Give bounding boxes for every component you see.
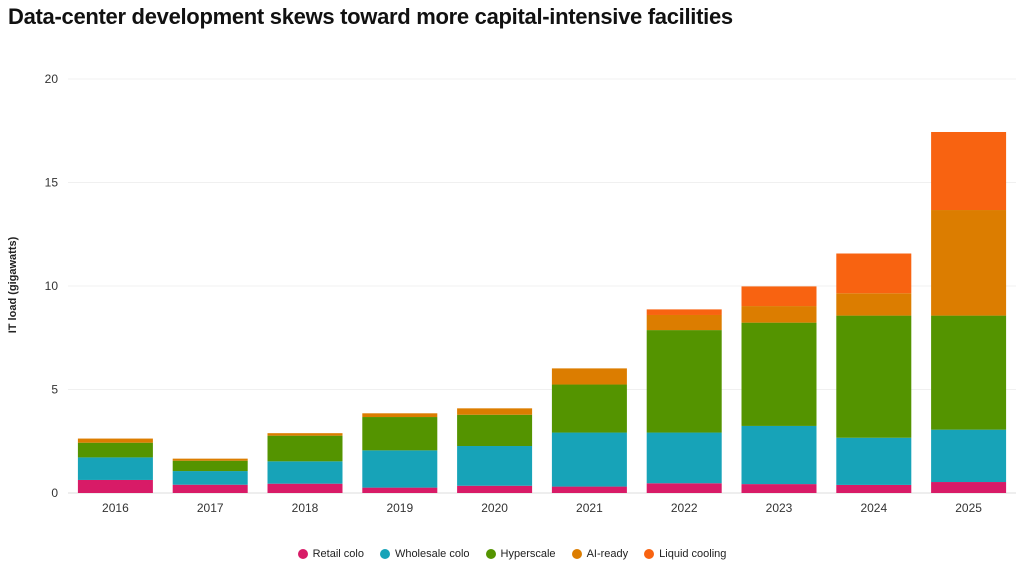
legend-swatch [644, 549, 655, 559]
bar-segment-wholesale-colo-2023 [741, 425, 817, 485]
bar-segment-hyperscale-2020 [457, 414, 533, 447]
legend-label: Retail colo [312, 548, 364, 560]
bar-segment-wholesale-colo-2021 [551, 432, 627, 487]
bar-segment-hyperscale-2016 [77, 442, 153, 458]
bar-segment-hyperscale-2022 [646, 330, 722, 433]
bar-segment-hyperscale-2017 [172, 460, 248, 472]
bar-segment-hyperscale-2018 [267, 435, 343, 462]
bar-segment-retail-colo-2021 [551, 486, 627, 493]
bar-segment-hyperscale-2023 [741, 322, 817, 426]
y-tick-label: 10 [45, 279, 59, 293]
bar-segment-retail-colo-2024 [836, 484, 912, 493]
x-tick-label: 2024 [860, 501, 887, 515]
bar-segment-wholesale-colo-2016 [77, 457, 153, 480]
y-tick-label: 0 [51, 486, 58, 500]
x-tick-label: 2023 [766, 501, 793, 515]
chart-title: Data-center development skews toward mor… [8, 4, 733, 29]
legend-label: AI-ready [586, 548, 629, 560]
bar-segment-hyperscale-2024 [836, 315, 912, 438]
legend-item[interactable]: AI-ready [571, 548, 629, 560]
bar-segment-ai-ready-2020 [457, 408, 533, 415]
bar-segment-wholesale-colo-2025 [931, 429, 1007, 483]
bar-segment-hyperscale-2019 [362, 417, 438, 451]
bar-segment-wholesale-colo-2018 [267, 461, 343, 484]
bar-segment-wholesale-colo-2017 [172, 471, 248, 485]
x-tick-label: 2016 [102, 501, 129, 515]
y-tick-label: 20 [45, 72, 59, 86]
bar-segment-liquid-cooling-2025 [931, 131, 1007, 211]
bar-segment-liquid-cooling-2024 [836, 253, 912, 294]
bar-segment-retail-colo-2020 [457, 485, 533, 493]
x-tick-label: 2025 [955, 501, 982, 515]
x-tick-label: 2019 [386, 501, 413, 515]
bar-segment-ai-ready-2024 [836, 293, 912, 316]
x-tick-label: 2022 [671, 501, 698, 515]
bar-segment-ai-ready-2019 [362, 413, 438, 418]
x-tick-label: 2021 [576, 501, 603, 515]
bar-segment-retail-colo-2022 [646, 483, 722, 493]
legend-swatch [297, 549, 308, 559]
bar-segment-retail-colo-2018 [267, 483, 343, 493]
legend-label: Wholesale colo [394, 548, 470, 560]
bar-segment-wholesale-colo-2022 [646, 432, 722, 484]
bar-segment-retail-colo-2017 [172, 484, 248, 493]
bar-segment-ai-ready-2022 [646, 314, 722, 331]
x-tick-label: 2018 [292, 501, 319, 515]
bar-segment-ai-ready-2017 [172, 458, 248, 461]
bar-segment-wholesale-colo-2019 [362, 450, 438, 488]
legend-item[interactable]: Retail colo [297, 548, 364, 560]
bar-segment-retail-colo-2016 [77, 479, 153, 493]
bar-segment-liquid-cooling-2022 [646, 309, 722, 315]
bar-segment-retail-colo-2023 [741, 484, 817, 493]
bar-segment-retail-colo-2019 [362, 487, 438, 493]
bar-segment-liquid-cooling-2023 [741, 286, 817, 307]
bar-segment-hyperscale-2025 [931, 315, 1007, 430]
bar-segment-ai-ready-2018 [267, 433, 343, 436]
legend-label: Hyperscale [500, 548, 556, 560]
y-tick-label: 15 [45, 176, 59, 190]
bar-segment-ai-ready-2025 [931, 210, 1007, 316]
bar-segment-ai-ready-2021 [551, 368, 627, 385]
bar-segment-hyperscale-2021 [551, 384, 627, 433]
legend-label: Liquid cooling [659, 548, 727, 560]
bar-segment-wholesale-colo-2024 [836, 437, 912, 485]
legend-swatch [485, 549, 496, 559]
bar-segment-ai-ready-2023 [741, 306, 817, 323]
legend: Retail colo Wholesale colo Hyperscale AI-re… [0, 548, 1024, 560]
legend-item[interactable]: Wholesale colo [379, 548, 470, 560]
y-tick-label: 5 [51, 383, 58, 397]
bar-segment-ai-ready-2016 [77, 438, 153, 443]
legend-swatch [379, 549, 390, 559]
bar-segment-retail-colo-2025 [931, 482, 1007, 493]
x-tick-label: 2017 [197, 501, 224, 515]
y-axis-label: IT load (gigawatts) [7, 236, 19, 333]
legend-item[interactable]: Hyperscale [485, 548, 556, 560]
x-tick-label: 2020 [481, 501, 508, 515]
legend-swatch [571, 549, 582, 559]
legend-item[interactable]: Liquid cooling [644, 548, 726, 560]
bar-segment-wholesale-colo-2020 [457, 446, 533, 486]
